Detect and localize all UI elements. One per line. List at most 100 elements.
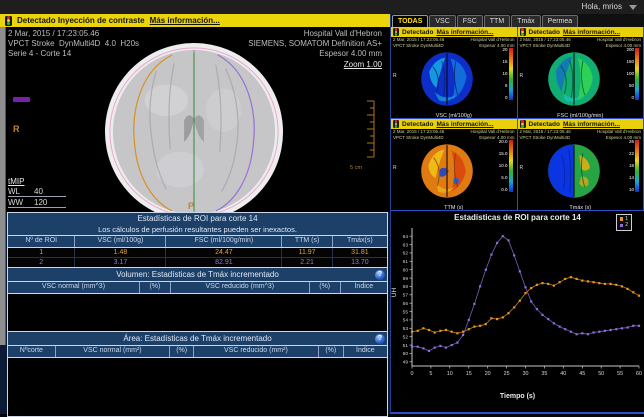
alert-text: Detectado <box>529 121 560 128</box>
column-header: VSC normal (mm²) <box>56 346 170 357</box>
table-subtitle: Los cálculos de perfusión resultantes pu… <box>8 224 387 235</box>
tab-permea[interactable]: Permea <box>542 15 579 27</box>
info-icon[interactable]: ? <box>375 334 385 344</box>
column-header: (%) <box>140 282 171 293</box>
map-body: 2 Mar, 2015 / 17:23:05.46 Hospital Vall … <box>391 37 517 119</box>
volume-tmax-table: Volumen: Estadísticas de Tmáx incrementa… <box>7 267 388 332</box>
column-header: (%) <box>170 346 194 357</box>
perfusion-brain-image <box>542 142 606 200</box>
info-icon[interactable]: ? <box>375 270 385 280</box>
perfusion-brain-image <box>542 50 606 108</box>
svg-text:60: 60 <box>636 371 642 377</box>
scale-tick-label: 50 <box>629 84 634 89</box>
column-header: TTM (s) <box>282 236 332 247</box>
svg-text:55: 55 <box>403 309 409 315</box>
table-cell: 1.48 <box>75 248 166 257</box>
traffic-light-icon <box>520 28 526 36</box>
alert-text: Detectado <box>402 29 433 36</box>
window-width-control[interactable]: WW 120 <box>8 198 66 208</box>
tab-todas[interactable]: TODAS <box>392 15 428 27</box>
map-body: 2 Mar, 2015 / 17:23:05.46 Hospital Vall … <box>518 37 644 119</box>
scale-tick-label: 15 <box>502 60 507 65</box>
roi-statistics-table: Estadísticas de ROI para corte 14 Los cá… <box>7 212 388 269</box>
empty-table-body <box>8 294 387 331</box>
alert-text: Detectado Inyección de contraste <box>17 16 145 25</box>
top-bar: Hola, mrios <box>0 0 644 14</box>
more-info-link[interactable]: Más información... <box>563 29 620 36</box>
scale-tick-label: 26 <box>629 140 634 145</box>
legend-label: 1 <box>625 217 628 222</box>
ct-brain-image <box>96 41 292 212</box>
tab-tmáx[interactable]: Tmáx <box>511 15 541 27</box>
perfusion-map-panel[interactable]: Detectado Más información... 2 Mar, 2015… <box>391 119 518 211</box>
ct-image-viewport[interactable]: 2 Mar, 2015 / 17:23:05.46 VPCT Stroke Dy… <box>0 27 390 212</box>
tab-vsc[interactable]: VSC <box>429 15 455 27</box>
scale-tick-label: 10 <box>629 188 634 193</box>
svg-text:55: 55 <box>617 371 623 377</box>
svg-text:20: 20 <box>485 371 491 377</box>
traffic-light-icon <box>520 120 526 128</box>
column-header: VSC reducido (mm^3) <box>171 282 310 293</box>
more-info-link[interactable]: Más información... <box>150 16 220 25</box>
wl-label: WL <box>8 187 34 196</box>
study-datetime: 2 Mar, 2015 / 17:23:05.46 <box>8 29 99 38</box>
traffic-light-icon <box>393 28 399 36</box>
perfusion-map-panel[interactable]: Detectado Más información... 2 Mar, 2015… <box>518 119 644 211</box>
perfusion-map-panel[interactable]: Detectado Más información... 2 Mar, 2015… <box>518 27 644 119</box>
more-info-link[interactable]: Más información... <box>436 121 493 128</box>
chevron-down-icon[interactable] <box>629 5 637 10</box>
column-header: Índice <box>344 346 387 357</box>
svg-text:63: 63 <box>403 242 409 248</box>
window-level-control[interactable]: WL 40 <box>8 187 66 197</box>
scale-tick-label: 20.0 <box>499 140 508 145</box>
y-axis-label: UH <box>391 288 398 297</box>
svg-text:53: 53 <box>403 326 409 332</box>
svg-text:15: 15 <box>466 371 472 377</box>
wl-value: 40 <box>34 187 43 196</box>
scale-tick-label: 150 <box>626 60 634 65</box>
study-protocol: VPCT Stroke DynMulti4D <box>520 135 571 141</box>
study-protocol: VPCT Stroke DynMulti4D <box>393 43 444 49</box>
mip-mode-control[interactable]: tMIP <box>8 177 24 186</box>
scale-tick-label: 0 <box>505 96 508 101</box>
traffic-light-icon <box>393 120 399 128</box>
table-cell: 3.17 <box>75 258 166 267</box>
orientation-marker-right: R <box>520 165 524 171</box>
table-cell: 24.47 <box>166 248 282 257</box>
more-info-link[interactable]: Más información... <box>563 121 620 128</box>
svg-text:57: 57 <box>403 293 409 299</box>
svg-text:25: 25 <box>504 371 510 377</box>
user-greeting: Hola, mrios <box>582 2 622 11</box>
column-header: Nºcorte <box>8 346 56 357</box>
svg-text:54: 54 <box>403 318 409 324</box>
svg-text:61: 61 <box>403 259 409 265</box>
color-scale-bar <box>635 140 639 192</box>
tab-ttm[interactable]: TTM <box>484 15 510 27</box>
column-header: Índice <box>341 282 387 293</box>
ruler-label: 5 cm <box>350 165 362 171</box>
scale-tick-label: 100 <box>626 72 634 77</box>
alert-bar: Detectado Más información... <box>518 27 644 37</box>
tab-fsc[interactable]: FSC <box>457 15 483 27</box>
table-title: Área: Estadísticas de Tmáx incrementado <box>123 334 271 343</box>
zoom-control[interactable]: Zoom 1.00 <box>344 60 382 69</box>
scrollbar[interactable] <box>0 27 6 345</box>
color-scale-bar <box>509 140 513 192</box>
scanner-name: SIEMENS, SOMATOM Definition AS+ <box>248 39 382 48</box>
color-scale-bar <box>509 48 513 100</box>
more-info-link[interactable]: Más información... <box>436 29 493 36</box>
area-tmax-table: Área: Estadísticas de Tmáx incrementado … <box>7 331 388 417</box>
ww-value: 120 <box>34 198 47 207</box>
alert-text: Detectado <box>402 121 433 128</box>
legend-entry: 1 <box>620 217 628 222</box>
column-header: Tmáx(s) <box>333 236 387 247</box>
scale-tick-label: 20 <box>502 48 507 53</box>
scale-tick-label: 22 <box>629 152 634 157</box>
perfusion-map-panel[interactable]: Detectado Más información... 2 Mar, 2015… <box>391 27 518 119</box>
traffic-light-icon <box>5 16 12 26</box>
